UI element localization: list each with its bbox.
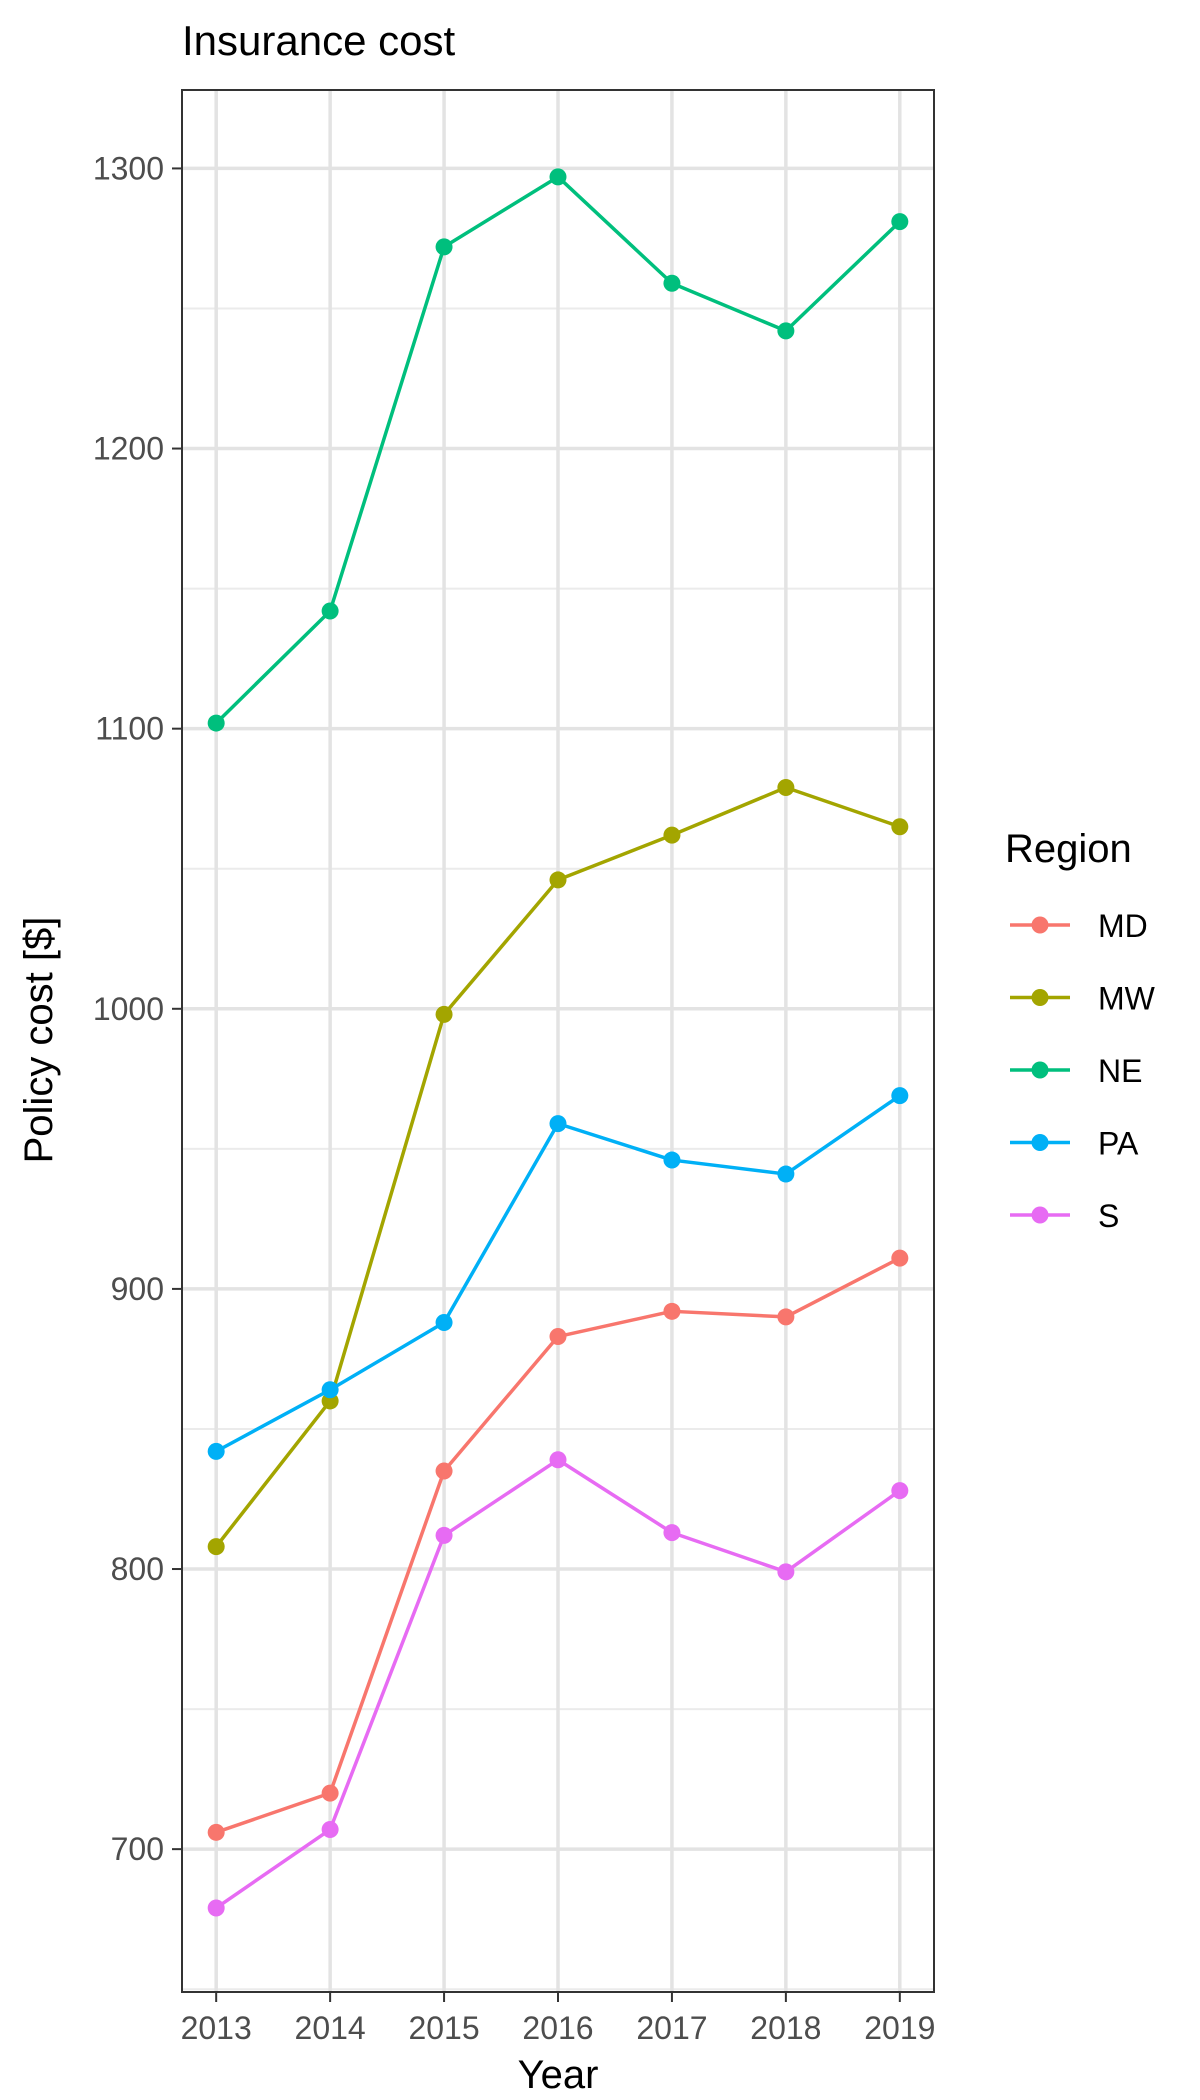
- data-point-MD-2015: [435, 1462, 453, 1480]
- data-point-PA-2015: [435, 1314, 453, 1332]
- data-point-NE-2016: [549, 168, 567, 186]
- x-tick-label: 2015: [408, 2010, 479, 2046]
- legend-items: MD MW NE PA S: [1010, 908, 1156, 1234]
- x-tick-label: 2014: [295, 2010, 366, 2046]
- data-point-NE-2013: [207, 714, 225, 732]
- data-point-NE-2017: [663, 274, 681, 292]
- x-tick-label: 2017: [636, 2010, 707, 2046]
- data-point-S-2018: [777, 1563, 795, 1581]
- x-axis: 2013 2014 2015 2016 2017 2018 2019: [181, 1992, 935, 2046]
- data-point-MW-2017: [663, 826, 681, 844]
- data-point-MW-2019: [891, 818, 909, 836]
- y-tick-label: 1200: [93, 431, 164, 467]
- data-point-MD-2018: [777, 1308, 795, 1326]
- data-point-S-2013: [207, 1899, 225, 1917]
- x-tick-label: 2018: [750, 2010, 821, 2046]
- y-tick-label: 900: [111, 1271, 164, 1307]
- data-point-MW-2018: [777, 778, 795, 796]
- data-point-MD-2013: [207, 1823, 225, 1841]
- data-point-MD-2017: [663, 1302, 681, 1320]
- data-point-MW-2015: [435, 1005, 453, 1023]
- legend: Region MD MW NE PA S: [1005, 827, 1156, 1234]
- data-point-MD-2014: [321, 1784, 339, 1802]
- data-point-NE-2014: [321, 602, 339, 620]
- x-tick-label: 2016: [522, 2010, 593, 2046]
- legend-marker-MW: [1031, 989, 1049, 1006]
- data-point-NE-2018: [777, 322, 795, 340]
- data-point-NE-2015: [435, 238, 453, 256]
- data-point-PA-2014: [321, 1381, 339, 1399]
- legend-marker-MD: [1031, 916, 1049, 934]
- data-point-PA-2016: [549, 1115, 567, 1133]
- data-point-PA-2018: [777, 1165, 795, 1183]
- legend-label-PA: PA: [1098, 1126, 1139, 1162]
- data-point-MD-2016: [549, 1328, 567, 1346]
- y-tick-label: 1100: [95, 711, 164, 747]
- legend-title: Region: [1005, 827, 1132, 871]
- legend-marker-S: [1031, 1206, 1049, 1224]
- grid: [182, 90, 934, 1992]
- data-point-S-2015: [435, 1526, 453, 1544]
- data-point-NE-2019: [891, 213, 909, 231]
- legend-label-MD: MD: [1098, 908, 1148, 944]
- y-axis-title: Policy cost [$]: [17, 917, 61, 1164]
- y-tick-label: 1300: [93, 150, 164, 186]
- legend-label-NE: NE: [1098, 1053, 1142, 1089]
- y-tick-label: 1000: [93, 991, 164, 1027]
- data-point-S-2016: [549, 1451, 567, 1469]
- data-point-S-2019: [891, 1482, 909, 1500]
- legend-marker-PA: [1031, 1134, 1049, 1151]
- data-point-PA-2013: [207, 1442, 225, 1460]
- x-axis-title: Year: [518, 2053, 599, 2097]
- legend-label-S: S: [1098, 1198, 1119, 1234]
- x-tick-label: 2019: [864, 2010, 935, 2046]
- data-point-S-2014: [321, 1821, 339, 1839]
- y-tick-label: 700: [111, 1831, 164, 1867]
- data-point-PA-2017: [663, 1151, 681, 1169]
- x-tick-label: 2013: [181, 2010, 252, 2046]
- data-point-S-2017: [663, 1524, 681, 1542]
- y-axis: 700 800 900 1000 1100 1200 1300: [93, 150, 182, 1867]
- data-point-PA-2019: [891, 1087, 909, 1105]
- y-tick-label: 800: [111, 1551, 164, 1587]
- data-point-MW-2013: [207, 1538, 225, 1556]
- chart-title: Insurance cost: [182, 17, 455, 64]
- data-point-MD-2019: [891, 1249, 909, 1267]
- legend-label-MW: MW: [1098, 981, 1156, 1017]
- legend-marker-NE: [1031, 1061, 1049, 1079]
- data-point-MW-2016: [549, 871, 567, 889]
- series-layer: [207, 168, 909, 1917]
